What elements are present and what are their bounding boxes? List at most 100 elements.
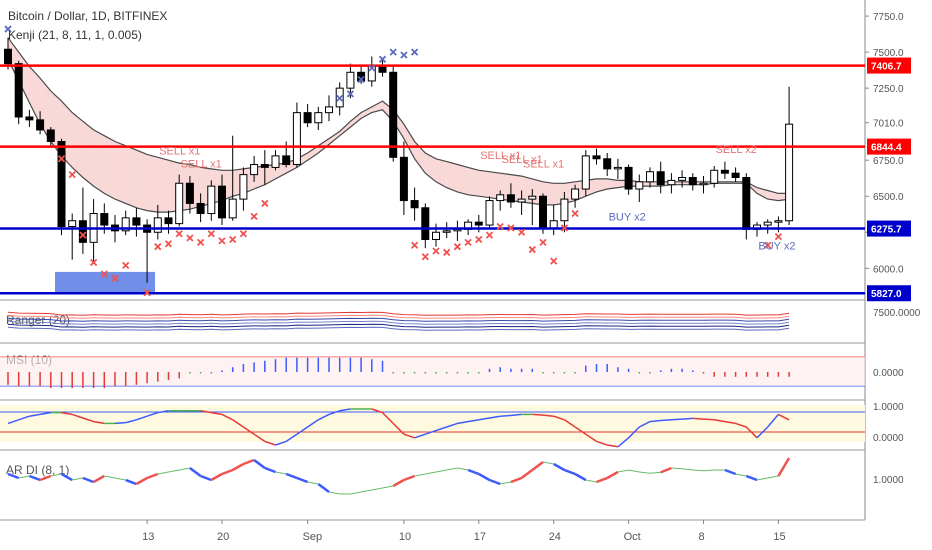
sell-marker (475, 235, 483, 244)
level-tag-label: 6275.7 (871, 225, 902, 236)
tdi-segment (671, 418, 683, 421)
ardi-segment (264, 466, 276, 474)
ardi-segment (135, 476, 148, 486)
candle-up (635, 181, 644, 190)
candle-up (560, 198, 569, 222)
ardi-segment (596, 476, 608, 484)
y-tick-label: 6500.0 (873, 192, 904, 203)
candle-up (325, 106, 333, 114)
support-box (55, 271, 155, 294)
cloud-segment (414, 141, 426, 174)
chart-title: Bitcoin / Dollar, 1D, BITFINEX (8, 9, 168, 23)
candle-down (656, 171, 665, 186)
ardi-segment (467, 468, 480, 476)
sell-marker (443, 248, 451, 257)
candle-up (549, 220, 558, 229)
cloud-segment (371, 101, 383, 113)
tdi-segment (296, 426, 309, 435)
tdi-segment (125, 419, 137, 424)
cloud-segment (339, 121, 351, 136)
candle-up (175, 182, 184, 225)
tdi-segment (542, 414, 554, 417)
tdi-segment (735, 422, 747, 428)
tdi-segment (39, 411, 51, 416)
tdi-segment (253, 433, 266, 443)
ardi-segment (639, 471, 651, 474)
lower-band-line (7, 59, 790, 213)
candle-up (710, 169, 719, 184)
sell-marker (154, 243, 162, 251)
ardi-segment (382, 485, 394, 489)
sell-marker (421, 253, 429, 261)
tdi-segment (435, 426, 447, 432)
level-tag-label: 5827.0 (871, 289, 902, 300)
level-tag-label: 6844.4 (871, 143, 902, 154)
ardi-segment (425, 471, 437, 475)
ardi-segment (328, 491, 340, 495)
candle-down (282, 155, 291, 166)
ardi-segment (457, 467, 469, 471)
x-tick-label: 20 (217, 531, 229, 543)
candle-down (592, 155, 601, 160)
tdi-segment (307, 419, 319, 428)
candle-down (720, 169, 729, 174)
cloud-segment (93, 129, 105, 194)
tdi-segment (242, 426, 255, 435)
candle-up (250, 164, 259, 176)
ranger-line (7, 311, 790, 316)
tdi-segment (778, 413, 790, 421)
sell-marker (100, 270, 108, 278)
level-tag (867, 220, 911, 237)
candle-down (46, 129, 55, 142)
tdi-segment (457, 420, 469, 425)
tdi-band (0, 405, 865, 442)
ardi-segment (92, 474, 105, 484)
tdi-segment (478, 417, 490, 421)
sell-marker (250, 212, 258, 221)
tdi-segment (767, 413, 779, 428)
tdi-segment (221, 413, 234, 421)
cloud-segment (329, 131, 340, 145)
cloud-segment (446, 161, 458, 192)
candle-down (218, 185, 226, 219)
tdi-segment (638, 420, 651, 428)
panel-tick: 1.0000 (873, 402, 904, 413)
sell-marker (196, 238, 205, 246)
tdi-segment (136, 415, 148, 421)
candle-up (699, 182, 708, 186)
sell-marker (57, 155, 66, 163)
ardi-segment (28, 474, 41, 482)
sell-marker (453, 243, 462, 251)
candle-down (260, 164, 269, 168)
candle-down (399, 156, 408, 202)
cloud-segment (104, 135, 115, 200)
buy-marker (346, 90, 355, 98)
ardi-segment (275, 471, 287, 475)
candle-down (78, 220, 87, 243)
candle-up (207, 185, 216, 215)
sell-marker (89, 258, 98, 267)
ranger-line (7, 326, 790, 331)
cloud-segment (596, 178, 608, 192)
tdi-segment (692, 417, 704, 420)
candle-up (442, 230, 451, 233)
sell-marker (261, 199, 269, 208)
ardi-segment (82, 476, 95, 484)
candle-up (292, 112, 301, 166)
msi-band (0, 357, 865, 386)
sell-marker (229, 235, 237, 244)
candle-down (132, 217, 141, 226)
cloud-segment (478, 170, 490, 198)
ardi-segment (756, 477, 768, 481)
ardi-segment (660, 466, 672, 474)
tdi-segment (371, 408, 383, 414)
candle-down (506, 194, 515, 203)
ranger-line (7, 317, 790, 322)
sell-marker (122, 261, 130, 270)
candle-down (164, 217, 173, 225)
y-tick-label: 7750.0 (873, 12, 904, 23)
ardi-segment (232, 462, 245, 472)
level-tag (867, 138, 911, 155)
cloud-segment (361, 106, 372, 119)
